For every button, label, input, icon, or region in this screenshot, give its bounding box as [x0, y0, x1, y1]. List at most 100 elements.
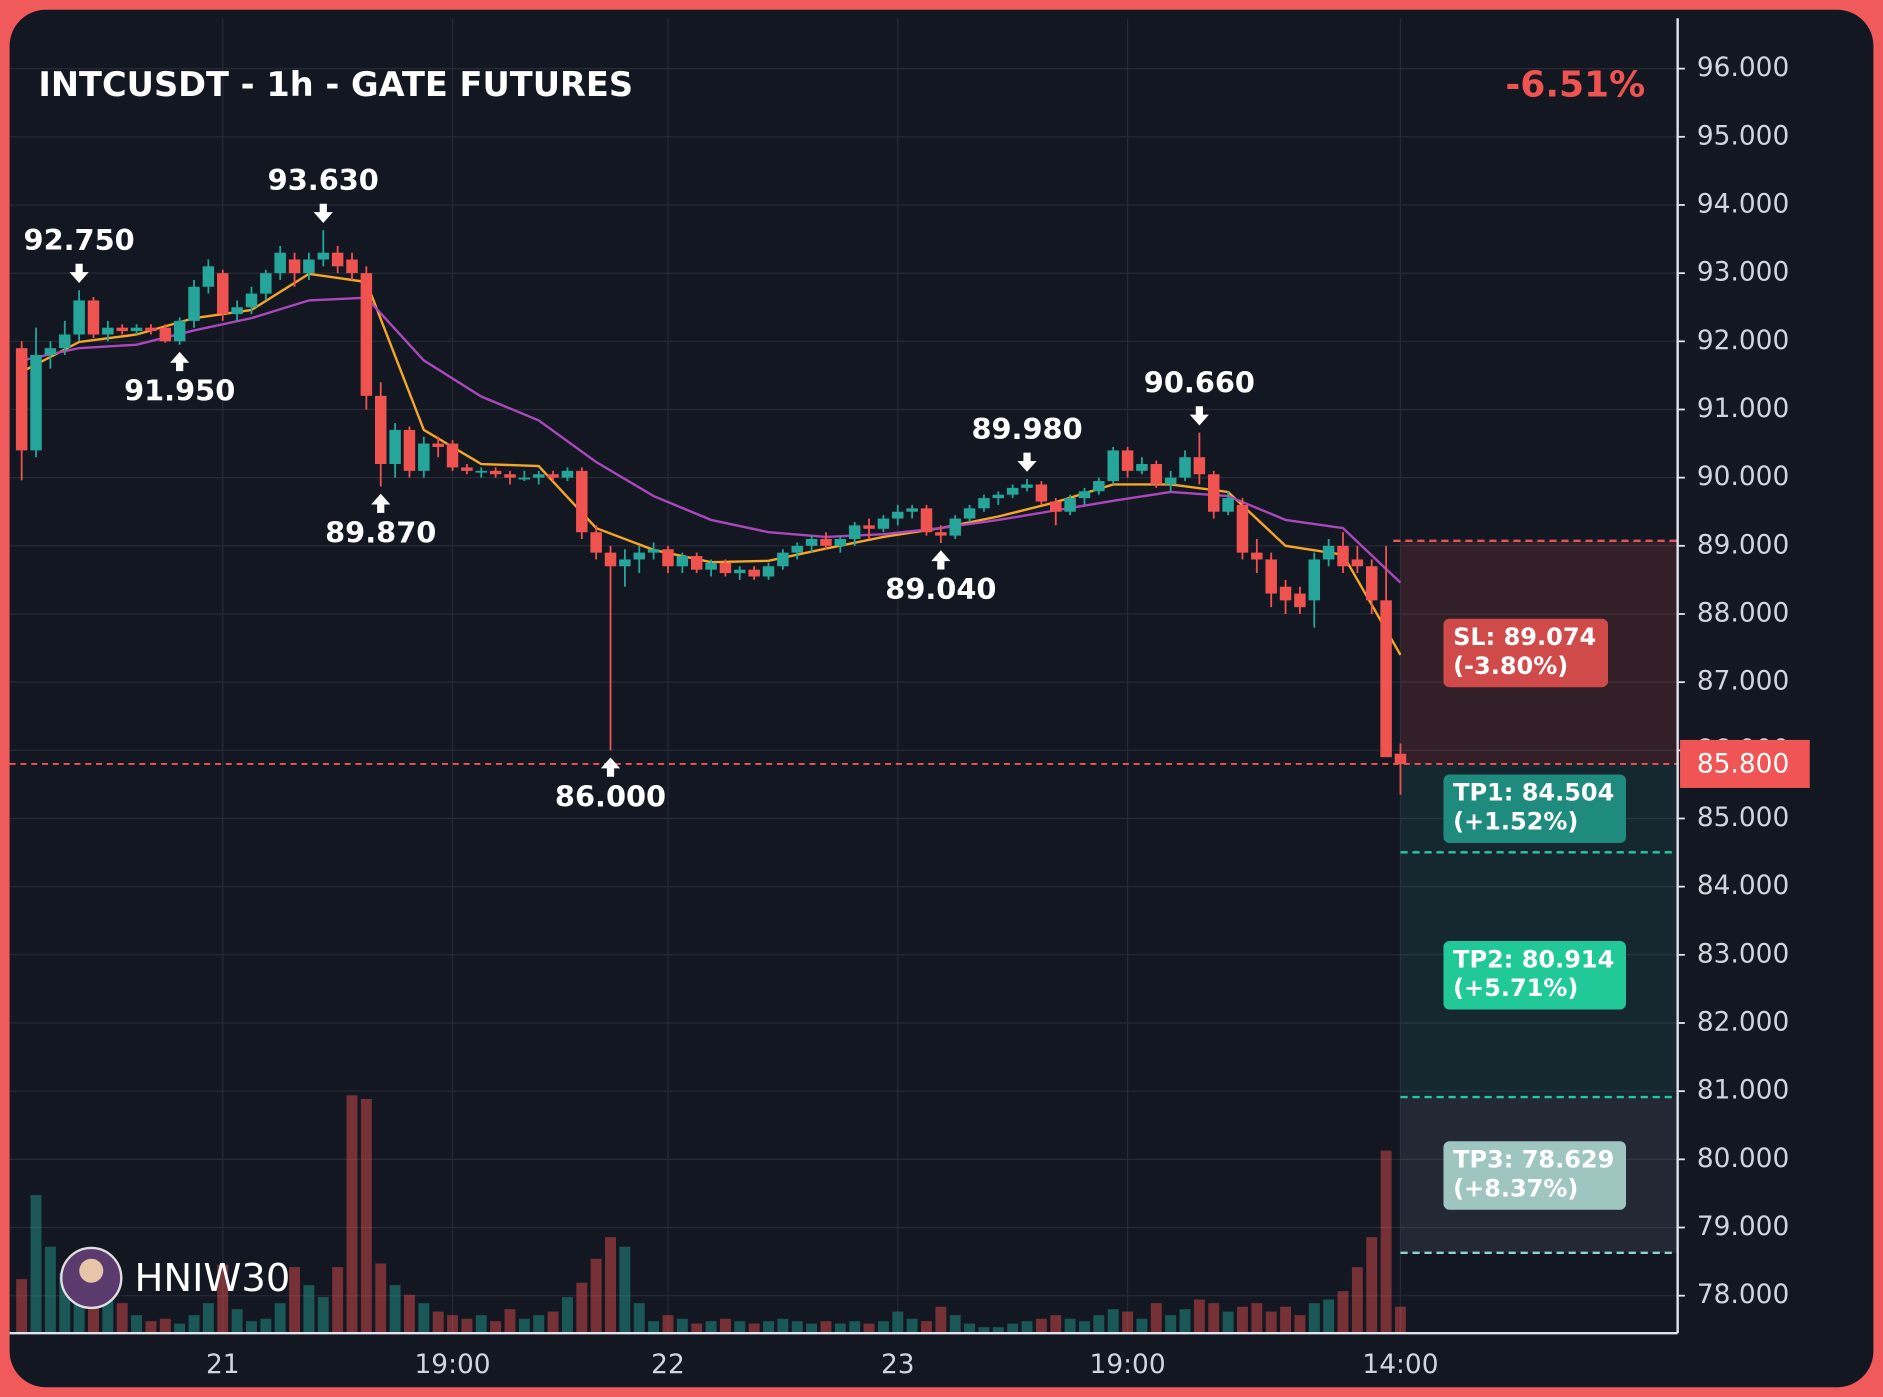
level-note: (+8.37%)	[1453, 1174, 1578, 1202]
candle-body	[475, 470, 488, 473]
candle-body	[1222, 498, 1234, 512]
candle-body	[1294, 593, 1306, 608]
volume-bar	[461, 1318, 473, 1334]
volume-bar	[260, 1318, 272, 1334]
volume-bar	[332, 1267, 344, 1334]
y-tick-label: 95.000	[1697, 120, 1789, 151]
candle-body	[777, 552, 789, 567]
volume-bar	[16, 1279, 28, 1334]
candle-body	[73, 300, 85, 335]
volume-bar	[159, 1318, 171, 1334]
candle-body	[331, 252, 344, 267]
candle-body	[489, 470, 502, 475]
volume-bar	[1050, 1315, 1062, 1334]
volume-bar	[964, 1323, 976, 1334]
annotation-arrow	[931, 550, 951, 570]
candle-body	[1279, 586, 1292, 601]
volume-bar	[231, 1309, 243, 1334]
volume-bar	[116, 1303, 128, 1334]
candle-body	[216, 273, 229, 315]
volume-bar	[748, 1323, 760, 1334]
candle-body	[1078, 491, 1091, 499]
candle-body	[1179, 457, 1191, 478]
y-tick-label: 96.000	[1697, 52, 1789, 83]
level-box	[1443, 774, 1627, 843]
y-tick-label: 89.000	[1697, 529, 1789, 560]
volume-bar	[662, 1315, 674, 1334]
candle-body	[978, 498, 990, 509]
x-tick-label: 19:00	[414, 1349, 490, 1380]
y-tick-label: 87.000	[1697, 666, 1789, 697]
volume-bar	[1366, 1237, 1378, 1334]
volume-bar	[360, 1098, 372, 1334]
candle-body	[274, 252, 286, 274]
candle-body	[676, 556, 689, 567]
y-tick-label: 94.000	[1697, 188, 1789, 219]
volume-bar	[202, 1303, 214, 1334]
x-tick-label: 19:00	[1090, 1349, 1166, 1380]
volume-bar	[1208, 1303, 1220, 1334]
volume-bar	[1222, 1311, 1234, 1334]
candle-body	[1207, 474, 1220, 512]
annotation-label: 89.870	[325, 516, 436, 550]
level-label: SL: 89.074	[1453, 623, 1596, 651]
candle-body	[1064, 498, 1076, 512]
volume-bar	[346, 1095, 358, 1334]
candle-body	[288, 259, 301, 274]
candle-body	[116, 327, 128, 332]
candle-body	[188, 286, 200, 321]
volume-bar	[691, 1323, 703, 1334]
candle-body	[173, 320, 186, 342]
volume-bar	[992, 1327, 1004, 1334]
volume-bar	[73, 1291, 85, 1334]
volume-bar	[174, 1323, 186, 1334]
candle-body	[1394, 753, 1407, 764]
volume-bar	[806, 1323, 818, 1334]
level-box	[1443, 1141, 1627, 1210]
candle-body	[1193, 457, 1206, 475]
annotation-label: 90.660	[1144, 366, 1255, 400]
y-tick-label: 93.000	[1697, 257, 1789, 288]
candle-body	[59, 334, 71, 349]
candle-body	[1322, 545, 1335, 560]
candle-body	[518, 477, 531, 480]
y-tick-label: 90.000	[1697, 461, 1789, 492]
y-tick-label: 81.000	[1697, 1075, 1789, 1106]
candle-body	[1136, 464, 1148, 471]
candle-body	[231, 307, 243, 315]
volume-bar	[1351, 1267, 1363, 1334]
candle-body	[446, 443, 459, 468]
candle-body	[590, 532, 602, 553]
candle-body	[532, 474, 545, 478]
candle-body	[561, 470, 574, 478]
annotation-arrow	[1017, 452, 1037, 472]
annotation-arrow	[371, 493, 391, 513]
level-label: TP3: 78.629	[1453, 1146, 1614, 1174]
y-tick-label: 85.000	[1697, 802, 1789, 833]
moving-average	[21, 296, 1402, 584]
candle-body	[432, 443, 444, 447]
candle-body	[690, 556, 703, 570]
volume-bar	[648, 1321, 660, 1334]
candle-body	[374, 395, 387, 465]
volume-bar	[289, 1267, 301, 1334]
candle-body	[863, 525, 875, 529]
volume-bar	[705, 1321, 717, 1334]
candle-body	[1351, 559, 1364, 567]
volume-bar	[1179, 1309, 1191, 1334]
annotation-arrow	[600, 757, 621, 777]
y-tick-label: 82.000	[1697, 1007, 1789, 1038]
volume-bar	[849, 1321, 861, 1334]
candle-body	[15, 348, 28, 451]
volume-bar	[1136, 1318, 1148, 1334]
candle-body	[1006, 487, 1019, 495]
y-tick-label: 78.000	[1697, 1279, 1789, 1310]
volume-bar	[1093, 1315, 1105, 1334]
volume-bar	[1021, 1321, 1033, 1334]
candle-body	[1337, 545, 1349, 567]
candle-body	[719, 562, 732, 574]
candle-body	[159, 327, 172, 342]
candle-body	[920, 508, 933, 533]
candle-body	[791, 545, 803, 553]
candle-body	[1107, 450, 1119, 482]
